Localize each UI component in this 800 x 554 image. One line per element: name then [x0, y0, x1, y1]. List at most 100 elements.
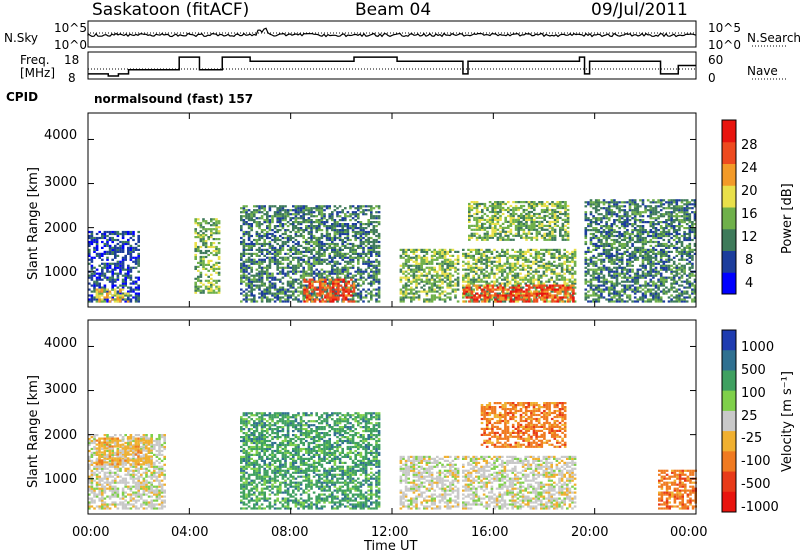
- power-cell: [605, 244, 608, 247]
- power-cell: [199, 249, 203, 253]
- power-cell: [354, 270, 357, 273]
- power-cell: [477, 276, 481, 279]
- power-cell: [573, 292, 577, 295]
- power-cell: [331, 246, 334, 249]
- power-cell: [626, 286, 629, 289]
- power-cell: [485, 256, 488, 259]
- power-cell: [294, 298, 298, 301]
- power-cell: [631, 268, 634, 271]
- power-cell: [199, 238, 203, 241]
- power-cell: [491, 236, 494, 239]
- power-cell: [514, 286, 518, 289]
- power-cell: [551, 208, 554, 212]
- power-cell: [266, 236, 269, 240]
- power-cell: [473, 228, 476, 231]
- power-cell: [566, 292, 570, 295]
- power-cell: [318, 227, 321, 230]
- power-cell: [488, 294, 492, 297]
- power-cell: [508, 262, 512, 265]
- power-cell: [245, 215, 248, 218]
- power-cell: [542, 272, 546, 275]
- power-cell: [202, 228, 205, 231]
- power-cell: [292, 217, 295, 220]
- power-cell: [519, 272, 522, 275]
- power-cell: [323, 234, 326, 238]
- power-cell: [473, 234, 476, 237]
- power-cell: [514, 294, 518, 297]
- power-cell: [467, 256, 470, 259]
- power-cell: [556, 284, 560, 287]
- power-cell: [299, 256, 303, 259]
- power-cell: [250, 300, 253, 303]
- power-cell: [555, 274, 559, 277]
- power-cell: [613, 272, 616, 275]
- power-cell: [441, 250, 444, 253]
- power-cell: [587, 217, 590, 220]
- power-cell: [114, 284, 117, 287]
- power-cell: [310, 256, 313, 259]
- power-cell: [467, 248, 470, 251]
- power-cell: [451, 262, 455, 265]
- power-cell: [242, 230, 246, 234]
- power-cell: [420, 248, 423, 251]
- power-cell: [217, 226, 221, 229]
- power-cell: [88, 294, 91, 297]
- power-cell: [328, 254, 331, 257]
- power-cell: [423, 254, 426, 257]
- power-cell: [255, 232, 259, 236]
- power-cell: [258, 288, 261, 291]
- power-cell: [279, 215, 282, 218]
- power-cell: [331, 268, 334, 271]
- power-cell: [359, 274, 363, 277]
- power-cell: [415, 262, 418, 265]
- power-cell: [302, 258, 305, 261]
- power-cell: [299, 211, 303, 214]
- power-cell: [299, 244, 303, 247]
- power-cell: [529, 282, 533, 285]
- power-cell: [276, 248, 279, 251]
- power-cell: [412, 276, 416, 279]
- power-cell: [242, 209, 246, 212]
- power-cell: [485, 250, 488, 253]
- power-cell: [247, 284, 251, 287]
- power-cell: [540, 288, 544, 291]
- power-cell: [454, 262, 457, 265]
- power-cell: [108, 246, 112, 249]
- power-cell: [217, 249, 221, 253]
- power-cell: [310, 274, 313, 277]
- power-cell: [346, 234, 350, 238]
- power-cell: [456, 278, 460, 281]
- power-cell: [258, 274, 261, 277]
- power-cell: [615, 205, 619, 208]
- power-cell: [331, 258, 334, 261]
- power-cell: [540, 260, 543, 263]
- power-cell: [315, 209, 318, 212]
- power-cell: [407, 280, 410, 283]
- power-cell: [260, 215, 264, 218]
- power-cell: [534, 256, 538, 259]
- power-cell: [615, 207, 619, 210]
- power-cell: [242, 234, 246, 238]
- power-cell: [217, 265, 221, 268]
- power-cell: [247, 244, 251, 247]
- power-cell: [475, 262, 478, 265]
- power-cell: [519, 264, 522, 267]
- power-cell: [93, 236, 96, 240]
- power-cell: [509, 214, 513, 218]
- power-cell: [410, 282, 413, 285]
- power-cell: [199, 234, 203, 237]
- power-cell: [520, 212, 523, 216]
- power-cell: [199, 251, 203, 255]
- power-cell: [364, 296, 368, 299]
- power-cell: [250, 298, 253, 301]
- power-cell: [507, 220, 510, 223]
- power-cell: [548, 288, 552, 291]
- power-cell: [597, 278, 601, 281]
- power-cell: [338, 280, 342, 283]
- power-cell: [266, 276, 269, 279]
- power-cell: [592, 284, 595, 287]
- power-cell: [605, 242, 608, 246]
- power-cell: [308, 278, 312, 281]
- power-cell: [615, 203, 619, 206]
- power-cell: [377, 280, 381, 283]
